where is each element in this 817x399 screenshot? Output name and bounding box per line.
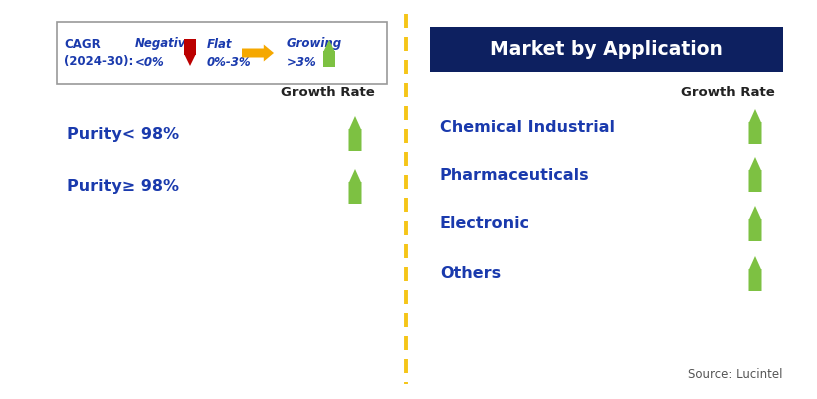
Text: CAGR: CAGR bbox=[64, 38, 100, 51]
Text: Source: Lucintel: Source: Lucintel bbox=[689, 368, 783, 381]
Text: >3%: >3% bbox=[287, 55, 317, 69]
Polygon shape bbox=[748, 206, 761, 241]
Text: Pharmaceuticals: Pharmaceuticals bbox=[440, 168, 590, 182]
FancyBboxPatch shape bbox=[57, 22, 387, 84]
Text: Chemical Industrial: Chemical Industrial bbox=[440, 119, 615, 134]
Polygon shape bbox=[748, 256, 761, 291]
Text: 0%-3%: 0%-3% bbox=[207, 55, 252, 69]
Text: Electronic: Electronic bbox=[440, 217, 530, 231]
Polygon shape bbox=[748, 109, 761, 144]
Text: Negative: Negative bbox=[135, 38, 194, 51]
Text: Purity< 98%: Purity< 98% bbox=[67, 126, 179, 142]
FancyBboxPatch shape bbox=[430, 27, 783, 72]
Text: Flat: Flat bbox=[207, 38, 233, 51]
Polygon shape bbox=[748, 157, 761, 192]
Text: Growing: Growing bbox=[287, 38, 342, 51]
Polygon shape bbox=[184, 39, 196, 66]
Text: Market by Type: Market by Type bbox=[139, 40, 301, 59]
Polygon shape bbox=[242, 45, 274, 61]
Text: (2024-30):: (2024-30): bbox=[64, 55, 133, 69]
Text: Growth Rate: Growth Rate bbox=[281, 85, 375, 99]
FancyBboxPatch shape bbox=[57, 27, 383, 72]
Text: Others: Others bbox=[440, 267, 501, 282]
Text: Market by Application: Market by Application bbox=[490, 40, 723, 59]
Polygon shape bbox=[349, 169, 361, 204]
Text: Purity≥ 98%: Purity≥ 98% bbox=[67, 180, 179, 194]
Polygon shape bbox=[323, 40, 335, 67]
Polygon shape bbox=[349, 116, 361, 151]
Text: <0%: <0% bbox=[135, 55, 165, 69]
Text: Growth Rate: Growth Rate bbox=[681, 85, 775, 99]
